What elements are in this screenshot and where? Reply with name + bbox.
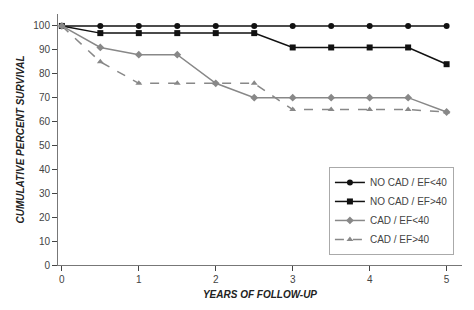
- svg-text:20: 20: [39, 212, 51, 223]
- svg-text:NO CAD / EF<40: NO CAD / EF<40: [370, 177, 447, 188]
- svg-text:80: 80: [39, 68, 51, 79]
- svg-text:1: 1: [136, 274, 142, 285]
- svg-text:70: 70: [39, 92, 51, 103]
- svg-text:60: 60: [39, 116, 51, 127]
- svg-text:CAD / EF>40: CAD / EF>40: [370, 234, 430, 245]
- svg-text:30: 30: [39, 188, 51, 199]
- svg-text:CUMULATIVE PERCENT SURVIVAL: CUMULATIVE PERCENT SURVIVAL: [15, 56, 26, 224]
- svg-text:90: 90: [39, 44, 51, 55]
- svg-text:40: 40: [39, 164, 51, 175]
- svg-text:CAD / EF<40: CAD / EF<40: [370, 215, 430, 226]
- svg-text:YEARS OF FOLLOW-UP: YEARS OF FOLLOW-UP: [203, 289, 317, 300]
- svg-text:100: 100: [33, 20, 50, 31]
- svg-text:50: 50: [39, 140, 51, 151]
- svg-text:NO CAD / EF>40: NO CAD / EF>40: [370, 196, 447, 207]
- svg-text:0: 0: [44, 260, 50, 271]
- svg-text:4: 4: [367, 274, 373, 285]
- svg-text:0: 0: [59, 274, 65, 285]
- svg-text:5: 5: [444, 274, 450, 285]
- svg-text:2: 2: [213, 274, 219, 285]
- svg-text:10: 10: [39, 236, 51, 247]
- svg-text:3: 3: [290, 274, 296, 285]
